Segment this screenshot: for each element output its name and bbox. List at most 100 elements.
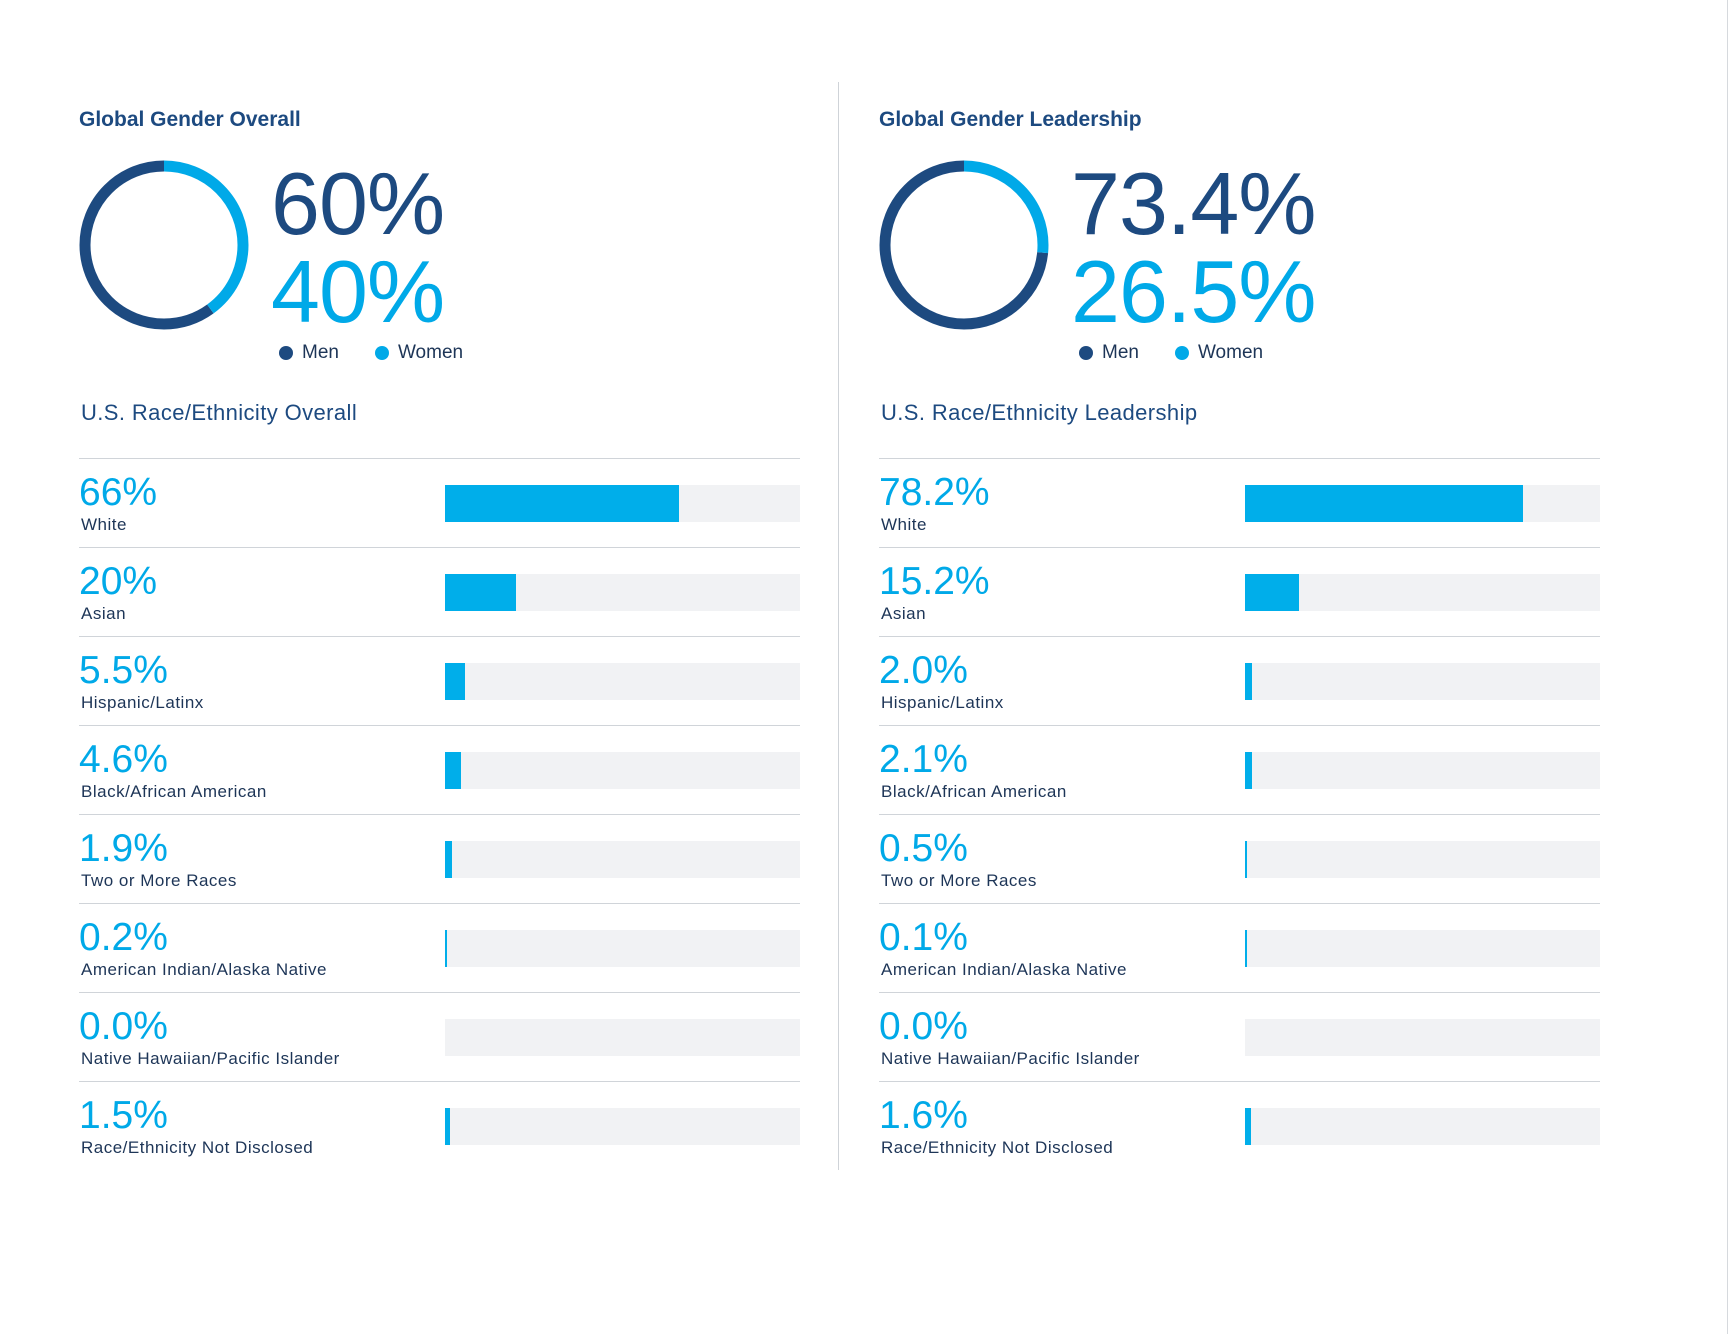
race-row: 20% Asian bbox=[79, 548, 800, 637]
race-percentage: 4.6% bbox=[79, 738, 168, 781]
bar-fill bbox=[445, 485, 680, 522]
race-percentage: 15.2% bbox=[879, 560, 990, 603]
page-edge-line bbox=[1727, 0, 1728, 1334]
donut-women-arc bbox=[879, 160, 1049, 330]
race-percentage: 1.9% bbox=[79, 827, 168, 870]
bar-track bbox=[1245, 752, 1600, 789]
bar-fill bbox=[445, 663, 465, 700]
race-label: Two or More Races bbox=[81, 871, 237, 890]
gender-legend: Men Women bbox=[1079, 342, 1299, 364]
race-label: American Indian/Alaska Native bbox=[881, 960, 1128, 979]
bar-fill bbox=[445, 841, 452, 878]
race-percentage: 0.5% bbox=[879, 827, 968, 870]
race-label: Race/Ethnicity Not Disclosed bbox=[81, 1138, 314, 1157]
race-row: 15.2% Asian bbox=[879, 548, 1600, 637]
race-percentage: 0.0% bbox=[79, 1005, 168, 1048]
men-dot-icon bbox=[1079, 346, 1093, 360]
race-row: 5.5% Hispanic/Latinx bbox=[79, 637, 800, 726]
bar-track bbox=[445, 485, 800, 522]
women-dot-icon bbox=[1174, 346, 1189, 360]
bar-fill bbox=[445, 1108, 451, 1145]
race-percentage: 1.6% bbox=[879, 1094, 968, 1137]
bar-track bbox=[445, 1108, 800, 1145]
race-percentage: 66% bbox=[79, 471, 158, 514]
race-percentage: 0.2% bbox=[79, 916, 168, 959]
race-label: White bbox=[81, 515, 127, 534]
bar-fill bbox=[1245, 841, 1247, 878]
bar-track bbox=[445, 930, 800, 967]
race-row: 0.1% American Indian/Alaska Native bbox=[879, 904, 1600, 993]
bar-track bbox=[1245, 841, 1600, 878]
legend-men: Men bbox=[1079, 342, 1139, 364]
race-label: Native Hawaiian/Pacific Islander bbox=[881, 1049, 1140, 1068]
bar-fill bbox=[1245, 574, 1299, 611]
race-row: 1.9% Two or More Races bbox=[79, 815, 800, 904]
race-percentage: 20% bbox=[79, 560, 158, 603]
race-percentage: 78.2% bbox=[879, 471, 990, 514]
women-percentage: 26.5% bbox=[1071, 242, 1317, 341]
race-row: 0.5% Two or More Races bbox=[879, 815, 1600, 904]
legend-men: Men bbox=[279, 342, 339, 364]
bar-track bbox=[1245, 663, 1600, 700]
bar-track bbox=[445, 663, 800, 700]
race-percentage: 5.5% bbox=[79, 649, 168, 692]
race-overall-rows: 66% White 20% Asian 5.5% Hispanic/Latinx… bbox=[79, 458, 800, 1170]
gender-overall-title: Global Gender Overall bbox=[79, 108, 301, 131]
bar-track bbox=[445, 574, 800, 611]
bar-track bbox=[1245, 1108, 1600, 1145]
race-row: 66% White bbox=[79, 459, 800, 548]
race-label: Black/African American bbox=[881, 782, 1067, 801]
race-row: 2.1% Black/African American bbox=[879, 726, 1600, 815]
race-row: 2.0% Hispanic/Latinx bbox=[879, 637, 1600, 726]
leadership-panel: Global Gender Leadership 73.4% 26.5% Men… bbox=[879, 0, 1639, 1334]
race-percentage: 2.1% bbox=[879, 738, 968, 781]
legend-women-label: Women bbox=[397, 342, 464, 363]
race-label: Native Hawaiian/Pacific Islander bbox=[81, 1049, 340, 1068]
column-divider bbox=[838, 82, 839, 1170]
race-percentage: 0.1% bbox=[879, 916, 968, 959]
bar-fill bbox=[1245, 752, 1253, 789]
race-overall-title: U.S. Race/Ethnicity Overall bbox=[81, 400, 358, 425]
legend-women: Women bbox=[374, 342, 464, 364]
race-label: Asian bbox=[81, 604, 127, 623]
race-label: Black/African American bbox=[81, 782, 267, 801]
race-label: Asian bbox=[881, 604, 927, 623]
race-row: 0.2% American Indian/Alaska Native bbox=[79, 904, 800, 993]
race-percentage: 0.0% bbox=[879, 1005, 968, 1048]
race-row: 4.6% Black/African American bbox=[79, 726, 800, 815]
race-percentage: 2.0% bbox=[879, 649, 968, 692]
bar-track bbox=[1245, 485, 1600, 522]
gender-leadership-donut bbox=[879, 160, 1049, 330]
race-row: 1.6% Race/Ethnicity Not Disclosed bbox=[879, 1082, 1600, 1170]
race-label: American Indian/Alaska Native bbox=[81, 960, 328, 979]
race-row: 0.0% Native Hawaiian/Pacific Islander bbox=[879, 993, 1600, 1082]
race-label: Two or More Races bbox=[881, 871, 1037, 890]
overall-panel: Global Gender Overall 60% 40% Men Women … bbox=[79, 0, 839, 1334]
men-percentage: 73.4% bbox=[1071, 154, 1317, 253]
race-label: Hispanic/Latinx bbox=[881, 693, 1004, 712]
women-dot-icon bbox=[374, 346, 389, 360]
bar-fill bbox=[445, 752, 462, 789]
race-label: Hispanic/Latinx bbox=[81, 693, 204, 712]
bar-fill bbox=[445, 574, 516, 611]
race-row: 1.5% Race/Ethnicity Not Disclosed bbox=[79, 1082, 800, 1170]
women-percentage: 40% bbox=[271, 242, 445, 341]
bar-track bbox=[445, 841, 800, 878]
race-label: White bbox=[881, 515, 927, 534]
bar-track bbox=[1245, 930, 1600, 967]
men-percentage: 60% bbox=[271, 154, 445, 253]
bar-track bbox=[1245, 574, 1600, 611]
legend-men-label: Men bbox=[302, 342, 339, 363]
gender-overall-donut bbox=[79, 160, 249, 330]
gender-legend: Men Women bbox=[279, 342, 499, 364]
donut-women-arc bbox=[79, 160, 249, 330]
race-label: Race/Ethnicity Not Disclosed bbox=[881, 1138, 1114, 1157]
race-percentage: 1.5% bbox=[79, 1094, 168, 1137]
bar-fill bbox=[1245, 663, 1253, 700]
bar-fill bbox=[1245, 930, 1247, 967]
bar-fill bbox=[1245, 485, 1523, 522]
gender-leadership-title: Global Gender Leadership bbox=[879, 108, 1142, 131]
legend-women: Women bbox=[1174, 342, 1263, 364]
legend-men-label: Men bbox=[1102, 342, 1139, 363]
bar-fill bbox=[1245, 1108, 1251, 1145]
